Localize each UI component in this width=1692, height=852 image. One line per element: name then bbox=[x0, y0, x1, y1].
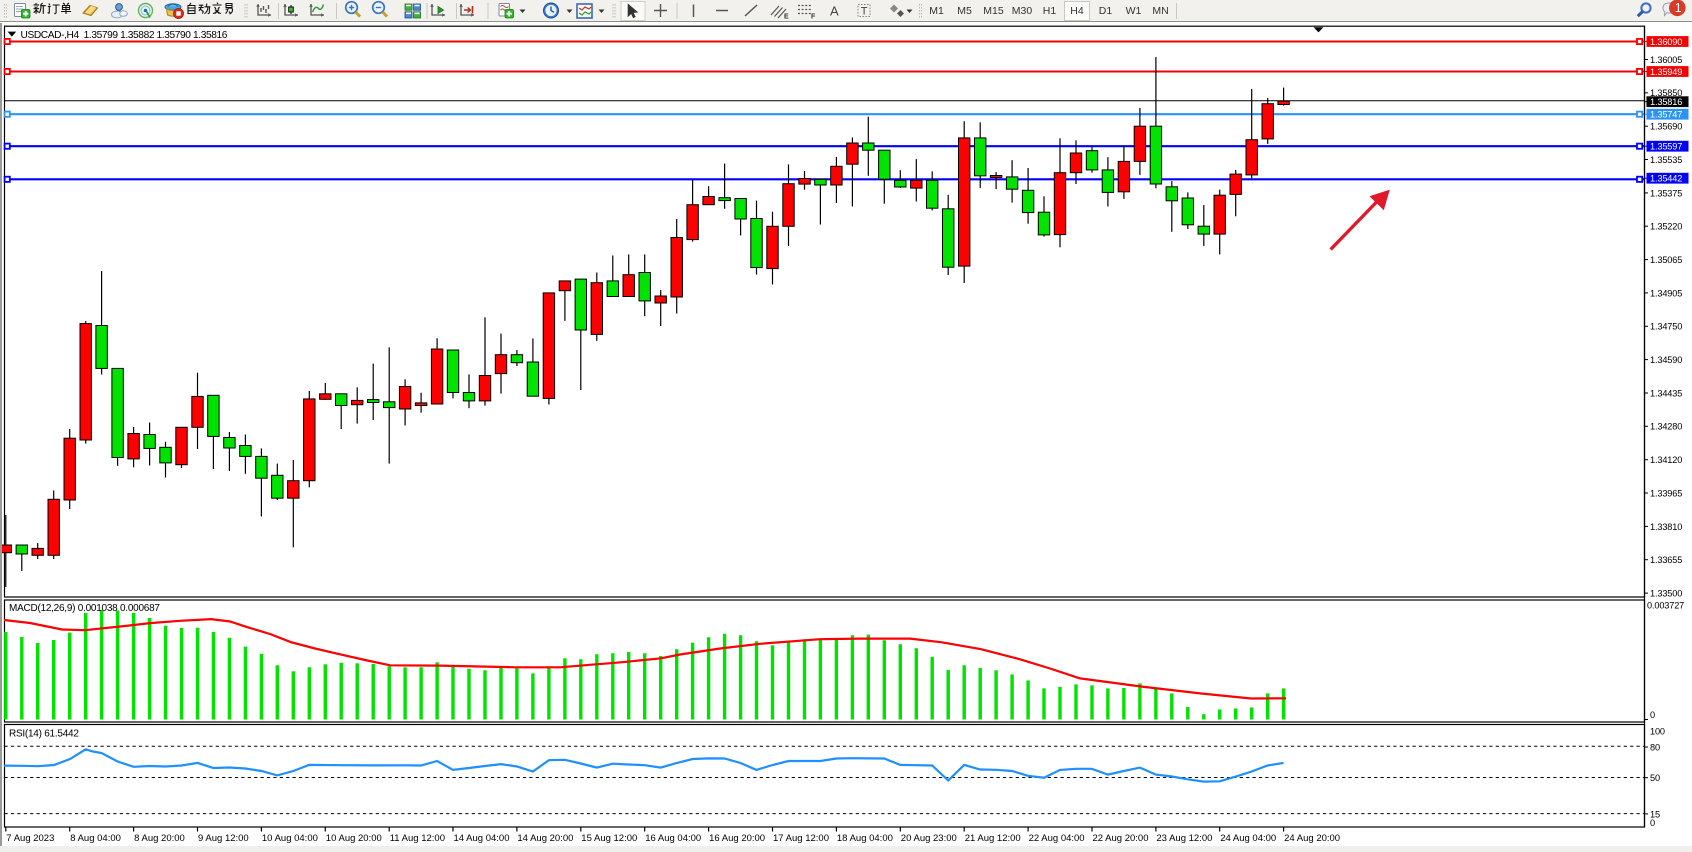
svg-text:1.33655: 1.33655 bbox=[1650, 555, 1682, 565]
svg-text:0: 0 bbox=[1650, 710, 1655, 720]
svg-text:8 Aug 04:00: 8 Aug 04:00 bbox=[70, 833, 121, 844]
svg-text:16 Aug 20:00: 16 Aug 20:00 bbox=[709, 833, 765, 844]
svg-text:17 Aug 12:00: 17 Aug 12:00 bbox=[773, 833, 829, 844]
svg-text:100: 100 bbox=[1650, 727, 1665, 737]
svg-text:15: 15 bbox=[1650, 809, 1660, 819]
svg-text:1.34905: 1.34905 bbox=[1650, 288, 1682, 298]
svg-text:18 Aug 04:00: 18 Aug 04:00 bbox=[837, 833, 893, 844]
svg-text:USDCAD-,H4 1.35799 1.35882 1.: USDCAD-,H4 1.35799 1.35882 1.35790 1.358… bbox=[21, 30, 228, 41]
svg-text:10 Aug 20:00: 10 Aug 20:00 bbox=[326, 833, 382, 844]
svg-text:1.33810: 1.33810 bbox=[1650, 522, 1682, 532]
svg-text:1.36005: 1.36005 bbox=[1650, 55, 1682, 65]
svg-text:1.35816: 1.35816 bbox=[1650, 97, 1682, 107]
svg-text:A: A bbox=[830, 4, 839, 19]
svg-text:50: 50 bbox=[1650, 773, 1660, 783]
svg-text:T: T bbox=[861, 6, 868, 18]
svg-text:7 Aug 2023: 7 Aug 2023 bbox=[6, 833, 54, 844]
svg-text:23 Aug 12:00: 23 Aug 12:00 bbox=[1156, 833, 1212, 844]
svg-text:1.33500: 1.33500 bbox=[1650, 589, 1682, 599]
svg-text:16 Aug 04:00: 16 Aug 04:00 bbox=[645, 833, 701, 844]
svg-text:1.34590: 1.34590 bbox=[1650, 355, 1682, 365]
svg-text:1.35220: 1.35220 bbox=[1650, 222, 1682, 232]
svg-text:0.003727: 0.003727 bbox=[1647, 600, 1684, 610]
svg-text:8 Aug 20:00: 8 Aug 20:00 bbox=[134, 833, 185, 844]
svg-text:E: E bbox=[784, 14, 789, 21]
svg-text:15 Aug 12:00: 15 Aug 12:00 bbox=[581, 833, 637, 844]
svg-text:1.35747: 1.35747 bbox=[1650, 110, 1682, 120]
svg-text:1.34435: 1.34435 bbox=[1650, 388, 1682, 398]
svg-text:1.35850: 1.35850 bbox=[1650, 88, 1682, 98]
svg-text:F: F bbox=[811, 14, 816, 21]
svg-text:MACD(12,26,9) 0.001038 0.00068: MACD(12,26,9) 0.001038 0.000687 bbox=[9, 603, 160, 614]
svg-text:20 Aug 23:00: 20 Aug 23:00 bbox=[901, 833, 957, 844]
svg-text:80: 80 bbox=[1650, 742, 1660, 752]
svg-text:1.35375: 1.35375 bbox=[1650, 188, 1682, 198]
svg-text:0: 0 bbox=[1650, 818, 1655, 828]
svg-text:1.35442: 1.35442 bbox=[1650, 174, 1682, 184]
svg-text:RSI(14) 61.5442: RSI(14) 61.5442 bbox=[9, 729, 79, 740]
svg-text:22 Aug 20:00: 22 Aug 20:00 bbox=[1093, 833, 1149, 844]
svg-text:1.35065: 1.35065 bbox=[1650, 255, 1682, 265]
svg-text:1: 1 bbox=[1675, 1, 1682, 15]
svg-text:1.35690: 1.35690 bbox=[1650, 122, 1682, 132]
svg-text:1.34750: 1.34750 bbox=[1650, 322, 1682, 332]
svg-text:24 Aug 04:00: 24 Aug 04:00 bbox=[1220, 833, 1276, 844]
svg-text:11 Aug 12:00: 11 Aug 12:00 bbox=[390, 833, 445, 844]
svg-text:1.36090: 1.36090 bbox=[1650, 37, 1682, 47]
svg-text:14 Aug 20:00: 14 Aug 20:00 bbox=[517, 833, 573, 844]
svg-text:1.35597: 1.35597 bbox=[1650, 142, 1682, 152]
svg-text:10 Aug 04:00: 10 Aug 04:00 bbox=[262, 833, 318, 844]
svg-text:21 Aug 12:00: 21 Aug 12:00 bbox=[965, 833, 1021, 844]
svg-text:9 Aug 12:00: 9 Aug 12:00 bbox=[198, 833, 249, 844]
svg-text:1.34280: 1.34280 bbox=[1650, 422, 1682, 432]
svg-text:1.35949: 1.35949 bbox=[1650, 67, 1682, 77]
svg-text:24 Aug 20:00: 24 Aug 20:00 bbox=[1284, 833, 1340, 844]
svg-text:1.35535: 1.35535 bbox=[1650, 155, 1682, 165]
svg-text:22 Aug 04:00: 22 Aug 04:00 bbox=[1029, 833, 1085, 844]
svg-text:14 Aug 04:00: 14 Aug 04:00 bbox=[454, 833, 510, 844]
svg-text:1.34120: 1.34120 bbox=[1650, 455, 1682, 465]
svg-text:1.33965: 1.33965 bbox=[1650, 488, 1682, 498]
